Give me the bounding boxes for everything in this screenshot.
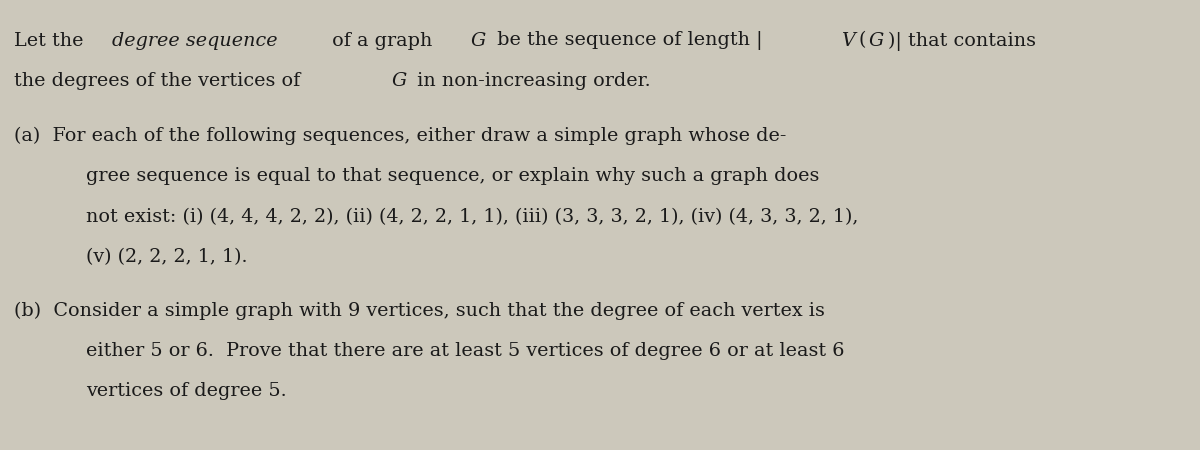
Text: G: G: [391, 72, 407, 90]
Text: Let the: Let the: [14, 32, 90, 50]
Text: G: G: [869, 32, 883, 50]
Text: in non-increasing order.: in non-increasing order.: [412, 72, 650, 90]
Text: (a)  For each of the following sequences, either draw a simple graph whose de-: (a) For each of the following sequences,…: [14, 127, 787, 145]
Text: )| that contains: )| that contains: [888, 32, 1036, 51]
Text: the degrees of the vertices of: the degrees of the vertices of: [14, 72, 307, 90]
Text: gree sequence is equal to that sequence, or explain why such a graph does: gree sequence is equal to that sequence,…: [86, 167, 820, 185]
Text: either 5 or 6.  Prove that there are at least 5 vertices of degree 6 or at least: either 5 or 6. Prove that there are at l…: [86, 342, 845, 360]
Text: be the sequence of length |: be the sequence of length |: [491, 32, 762, 50]
Text: not exist: (i) (4, 4, 4, 2, 2), (ii) (4, 2, 2, 1, 1), (iii) (3, 3, 3, 2, 1), (iv: not exist: (i) (4, 4, 4, 2, 2), (ii) (4,…: [86, 208, 859, 226]
Text: of a graph: of a graph: [325, 32, 438, 50]
Text: V: V: [841, 32, 854, 50]
Text: G: G: [470, 32, 486, 50]
Text: degree sequence: degree sequence: [112, 32, 277, 50]
Text: (: (: [859, 32, 866, 50]
Text: (b)  Consider a simple graph with 9 vertices, such that the degree of each verte: (b) Consider a simple graph with 9 verti…: [14, 302, 826, 320]
Text: (v) (2, 2, 2, 1, 1).: (v) (2, 2, 2, 1, 1).: [86, 248, 248, 266]
Text: vertices of degree 5.: vertices of degree 5.: [86, 382, 287, 400]
